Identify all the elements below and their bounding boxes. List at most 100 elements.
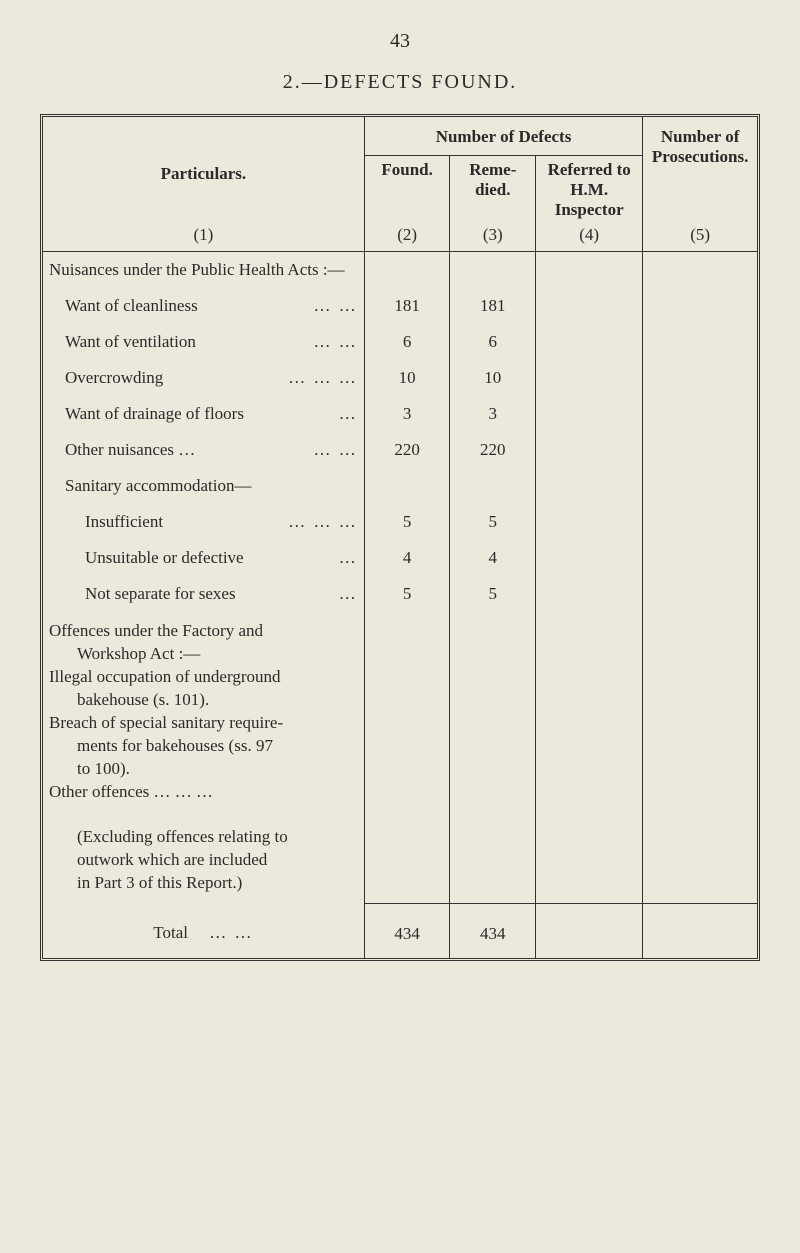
referred-cell bbox=[536, 576, 643, 612]
col-num-2: (2) bbox=[364, 224, 450, 252]
leader-dots: … … … bbox=[288, 368, 358, 388]
offences-line: to 100). bbox=[49, 758, 358, 781]
prosec-cell bbox=[643, 504, 757, 540]
found-cell: 6 bbox=[364, 324, 450, 360]
remedied-cell: 6 bbox=[450, 324, 536, 360]
header-prosecutions: Number of Prosecu­tions. bbox=[643, 117, 757, 224]
referred-cell bbox=[536, 396, 643, 432]
prosec-cell bbox=[643, 396, 757, 432]
found-cell: 5 bbox=[364, 576, 450, 612]
header-remedied: Reme­died. bbox=[450, 156, 536, 225]
table-row: Want of ventilation … … 6 6 bbox=[43, 324, 757, 360]
row-label-cell: Want of drainage of floors … bbox=[43, 396, 364, 432]
table-row: Overcrowding … … … 10 10 bbox=[43, 360, 757, 396]
remedied-cell: 10 bbox=[450, 360, 536, 396]
offences-line: Workshop Act :— bbox=[49, 643, 358, 666]
header-particulars: Particulars. bbox=[43, 117, 364, 224]
prosec-cell bbox=[643, 540, 757, 576]
offences-line: Offences under the Factory and bbox=[49, 621, 263, 640]
leader-dots: … bbox=[339, 404, 358, 424]
leader-dots: … bbox=[339, 584, 358, 604]
offences-line: (Excluding offences relating to bbox=[49, 826, 358, 849]
leader-dots: … … bbox=[314, 332, 358, 352]
leader-dots: … … … bbox=[288, 512, 358, 532]
remedied-cell: 181 bbox=[450, 288, 536, 324]
page: 43 2.—DEFECTS FOUND. Particulars. Number… bbox=[0, 0, 800, 991]
leader-dots: … bbox=[339, 548, 358, 568]
found-cell: 10 bbox=[364, 360, 450, 396]
section-1-title: Nuisances under the Public Health Acts :… bbox=[43, 252, 364, 289]
col-num-1: (1) bbox=[43, 224, 364, 252]
empty-cell bbox=[364, 612, 450, 903]
offences-line: bakehouse (s. 101). bbox=[49, 689, 358, 712]
row-label-cell: Other nuisances … … … bbox=[43, 432, 364, 468]
empty-cell bbox=[364, 468, 450, 504]
total-remedied: 434 bbox=[450, 903, 536, 958]
remedied-cell: 4 bbox=[450, 540, 536, 576]
row-label-cell: Insufficient … … … bbox=[43, 504, 364, 540]
row-label-cell: Want of ventilation … … bbox=[43, 324, 364, 360]
total-label-cell: Total … … bbox=[43, 903, 364, 958]
row-label: Not separate for sexes … bbox=[49, 584, 358, 604]
empty-cell bbox=[643, 252, 757, 289]
prosec-cell bbox=[643, 360, 757, 396]
table-row: Unsuitable or defective … 4 4 bbox=[43, 540, 757, 576]
total-label: Total bbox=[153, 923, 188, 942]
total-referred bbox=[536, 903, 643, 958]
found-cell: 181 bbox=[364, 288, 450, 324]
row-label: Want of cleanliness … … bbox=[49, 296, 358, 316]
row-label-cell: Not separate for sexes … bbox=[43, 576, 364, 612]
row-label-text: Want of ventilation bbox=[65, 332, 196, 352]
table-row: Insufficient … … … 5 5 bbox=[43, 504, 757, 540]
empty-cell bbox=[364, 252, 450, 289]
referred-cell bbox=[536, 504, 643, 540]
row-label-cell: Overcrowding … … … bbox=[43, 360, 364, 396]
empty-cell bbox=[450, 252, 536, 289]
table-row: Not separate for sexes … 5 5 bbox=[43, 576, 757, 612]
row-label-text: Insufficient bbox=[85, 512, 163, 532]
offences-line: Other offences … … … bbox=[49, 782, 213, 801]
found-cell: 3 bbox=[364, 396, 450, 432]
row-label-text: Overcrowding bbox=[65, 368, 163, 388]
remedied-cell: 3 bbox=[450, 396, 536, 432]
row-label-text: Other nuisances … bbox=[65, 440, 195, 460]
offences-line: outwork which are included bbox=[49, 849, 358, 872]
leader-dots: … … bbox=[314, 440, 358, 460]
row-label: Unsuitable or defective … bbox=[49, 548, 358, 568]
offences-line: in Part 3 of this Report.) bbox=[49, 872, 358, 895]
row-label-text: Want of drainage of floors bbox=[65, 404, 244, 424]
row-label: Insufficient … … … bbox=[49, 512, 358, 532]
section-1-title-text: Nuisances under the Public Health Acts :… bbox=[49, 260, 345, 279]
offences-line: Illegal occupation of underground bbox=[49, 667, 280, 686]
table-row: Want of drainage of floors … 3 3 bbox=[43, 396, 757, 432]
header-found: Found. bbox=[364, 156, 450, 225]
empty-cell bbox=[536, 612, 643, 903]
total-found: 434 bbox=[364, 903, 450, 958]
empty-cell bbox=[536, 252, 643, 289]
referred-cell bbox=[536, 288, 643, 324]
offences-block-row: Offences under the Factory and Workshop … bbox=[43, 612, 757, 903]
empty-cell bbox=[450, 468, 536, 504]
header-referred: Referred to H.M. Inspector bbox=[536, 156, 643, 225]
column-numbers-row: (1) (2) (3) (4) (5) bbox=[43, 224, 757, 252]
remedied-cell: 5 bbox=[450, 504, 536, 540]
page-number: 43 bbox=[40, 30, 760, 53]
referred-cell bbox=[536, 432, 643, 468]
row-label-cell: Want of cleanliness … … bbox=[43, 288, 364, 324]
section-1-title-row: Nuisances under the Public Health Acts :… bbox=[43, 252, 757, 289]
referred-cell bbox=[536, 324, 643, 360]
prosec-cell bbox=[643, 576, 757, 612]
header-row-1: Particulars. Number of Defects Number of… bbox=[43, 117, 757, 156]
found-cell: 4 bbox=[364, 540, 450, 576]
remedied-cell: 5 bbox=[450, 576, 536, 612]
offences-line: Breach of special sanitary require- bbox=[49, 713, 283, 732]
defects-table: Particulars. Number of Defects Number of… bbox=[43, 117, 757, 958]
prosec-cell bbox=[643, 432, 757, 468]
leader-dots: … … bbox=[314, 296, 358, 316]
header-defects: Number of Defects bbox=[364, 117, 642, 156]
row-label: Want of drainage of floors … bbox=[49, 404, 358, 424]
leader-dots: … … bbox=[209, 923, 253, 942]
col-num-3: (3) bbox=[450, 224, 536, 252]
table-row: Want of cleanliness … … 181 181 bbox=[43, 288, 757, 324]
row-label-text: Not separate for sexes bbox=[85, 584, 236, 604]
